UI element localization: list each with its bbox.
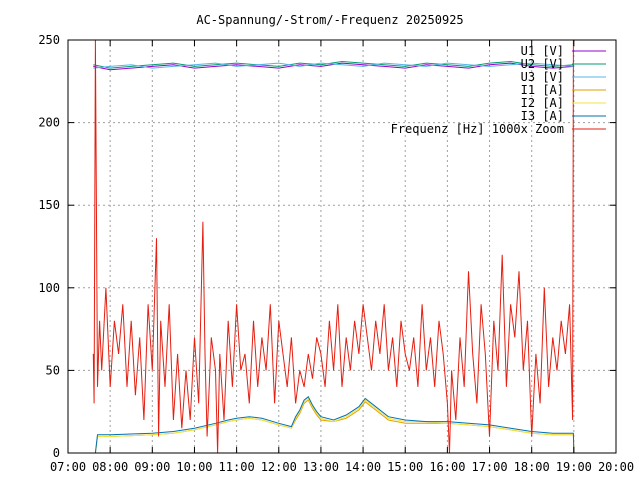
x-tick-label: 10:00 xyxy=(176,460,212,474)
legend-label: I1 [A] xyxy=(521,83,564,97)
legend-label: U3 [V] xyxy=(521,70,564,84)
x-tick-label: 12:00 xyxy=(261,460,297,474)
x-tick-label: 17:00 xyxy=(471,460,507,474)
x-tick-label: 09:00 xyxy=(134,460,170,474)
x-tick-label: 16:00 xyxy=(429,460,465,474)
x-tick-label: 11:00 xyxy=(219,460,255,474)
legend: U1 [V]U2 [V]U3 [V]I1 [A]I2 [A]I3 [A]Freq… xyxy=(391,44,606,136)
x-tick-label: 13:00 xyxy=(303,460,339,474)
grid xyxy=(68,40,616,453)
y-tick-label: 200 xyxy=(38,116,60,130)
series-line-5 xyxy=(94,396,575,454)
y-tick-label: 50 xyxy=(46,363,60,377)
y-tick-label: 250 xyxy=(38,33,60,47)
plot-frame xyxy=(67,39,617,454)
series-line-1 xyxy=(93,60,574,69)
legend-label: U1 [V] xyxy=(521,44,564,58)
y-tick-label: 0 xyxy=(53,446,60,460)
series-line-0 xyxy=(93,62,574,71)
x-tick-label: 15:00 xyxy=(387,460,423,474)
axes: 07:00 08:00 09:00 10:00 11:00 12:00 13:00 14:00… xyxy=(38,33,634,474)
series-line-4 xyxy=(94,397,575,454)
series-line-2 xyxy=(93,62,574,69)
series-layer xyxy=(92,39,575,454)
legend-label: Frequenz [Hz] 1000x Zoom xyxy=(391,122,564,136)
chart-title: AC-Spannung/-Strom/-Frequenz 20250925 xyxy=(196,13,463,27)
series-line-6 xyxy=(92,39,574,454)
x-tick-label: 20:00 xyxy=(598,460,634,474)
y-tick-label: 100 xyxy=(38,281,60,295)
x-tick-label: 18:00 xyxy=(514,460,550,474)
x-tick-label: 14:00 xyxy=(345,460,381,474)
x-tick-label: 07:00 xyxy=(50,460,86,474)
y-tick-label: 150 xyxy=(38,198,60,212)
legend-label: I3 [A] xyxy=(521,109,564,123)
legend-label: I2 [A] xyxy=(521,96,564,110)
x-tick-label: 19:00 xyxy=(556,460,592,474)
x-tick-label: 08:00 xyxy=(92,460,128,474)
legend-label: U2 [V] xyxy=(521,57,564,71)
